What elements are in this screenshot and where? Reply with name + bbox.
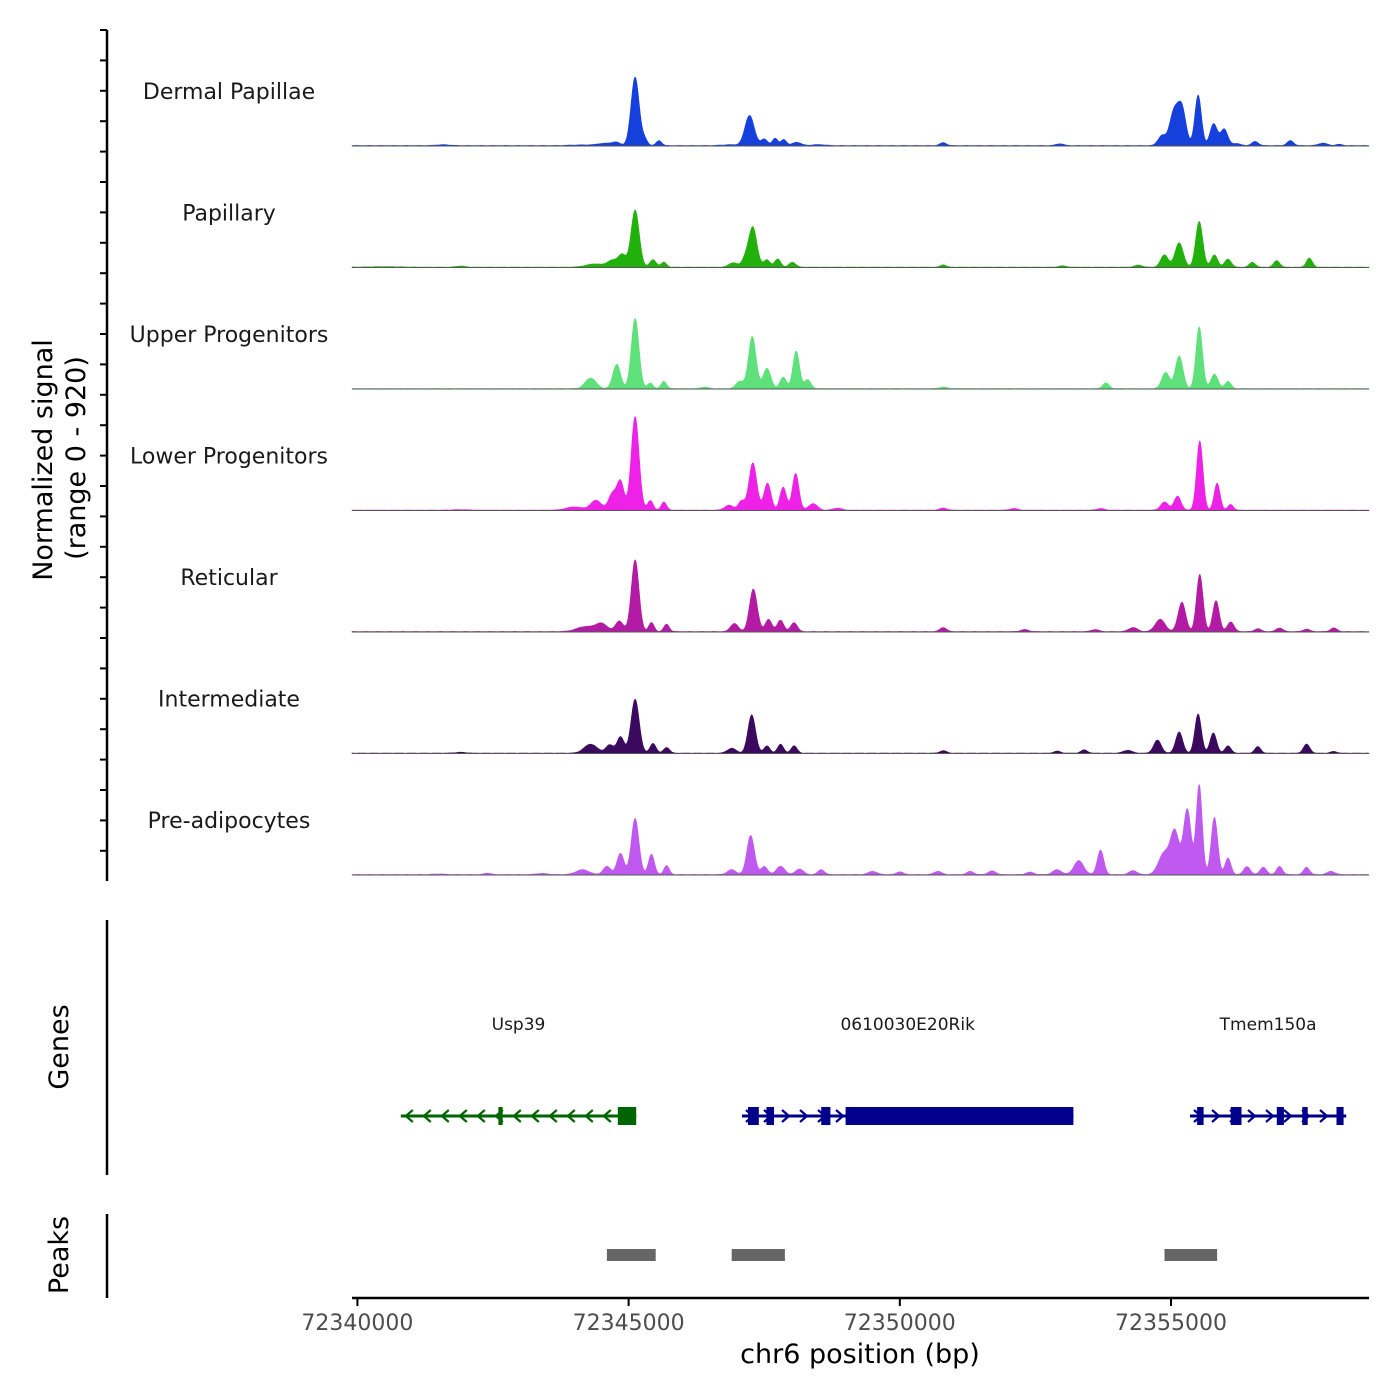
strand-arrow	[781, 1109, 791, 1123]
signal-area	[351, 317, 1370, 390]
gene-label: Tmem150a	[1219, 1015, 1317, 1035]
called-peak	[1164, 1249, 1218, 1261]
genes-track: Usp39 0610030E20Rik Tmem150a	[400, 1015, 1347, 1125]
gene-label: 0610030E20Rik	[840, 1015, 975, 1035]
track-label: Pre-adipocytes	[148, 809, 311, 834]
called-peak	[731, 1249, 785, 1261]
y-axis-title-line1: Normalized signal	[28, 339, 59, 581]
signal-area	[351, 209, 1370, 268]
track-label: Intermediate	[158, 688, 300, 713]
signal-area	[351, 784, 1370, 876]
track-dermal-papillae: Dermal Papillae	[143, 76, 1370, 147]
x-tick-label: 72340000	[301, 1311, 413, 1336]
strand-arrow	[458, 1109, 468, 1123]
exon-block	[821, 1107, 831, 1125]
strand-arrow	[1211, 1109, 1221, 1123]
strand-arrow	[476, 1109, 486, 1123]
exon-block	[1230, 1107, 1242, 1125]
peaks-track	[606, 1249, 1218, 1261]
exon-block	[498, 1107, 503, 1125]
strand-arrow	[799, 1109, 809, 1123]
strand-arrow	[1265, 1109, 1275, 1123]
track-papillary: Papillary	[182, 202, 1370, 268]
strand-arrow	[1319, 1109, 1329, 1123]
exon-block	[1276, 1107, 1284, 1125]
gene-label: Usp39	[492, 1015, 546, 1035]
strand-arrow	[566, 1109, 576, 1123]
exon-block	[1336, 1107, 1344, 1125]
track-label: Dermal Papillae	[143, 80, 315, 105]
signal-area	[351, 76, 1370, 147]
track-lower-progenitors: Lower Progenitors	[130, 416, 1370, 511]
strand-arrow	[1247, 1109, 1257, 1123]
track-intermediate: Intermediate	[158, 688, 1370, 754]
signal-area	[351, 416, 1370, 511]
track-label: Lower Progenitors	[130, 445, 328, 470]
exon-block	[1197, 1107, 1204, 1125]
x-tick-label: 72345000	[573, 1311, 685, 1336]
exon-block	[1302, 1107, 1308, 1125]
peaks-track-label: Peaks	[44, 1216, 75, 1294]
track-pre-adipocytes: Pre-adipocytes	[148, 784, 1370, 876]
track-upper-progenitors: Upper Progenitors	[130, 317, 1370, 390]
x-tick-label: 72350000	[844, 1311, 956, 1336]
signal-area	[351, 559, 1370, 633]
track-label: Upper Progenitors	[130, 323, 329, 348]
called-peak	[606, 1249, 656, 1261]
genes-track-label: Genes	[44, 1004, 75, 1089]
gene-tmem150a: Tmem150a	[1190, 1015, 1347, 1125]
x-tick-label: 72355000	[1115, 1311, 1227, 1336]
y-axis-title-line2: (range 0 - 920)	[61, 356, 92, 560]
strand-arrow	[422, 1109, 432, 1123]
exon-block	[845, 1107, 1074, 1125]
strand-arrow	[1283, 1109, 1293, 1123]
x-axis-title: chr6 position (bp)	[740, 1339, 980, 1370]
gene-usp39: Usp39	[400, 1015, 637, 1125]
strand-arrow	[584, 1109, 594, 1123]
track-reticular: Reticular	[180, 559, 1370, 633]
strand-arrow	[404, 1109, 414, 1123]
exon-block	[617, 1107, 637, 1125]
strand-arrow	[440, 1109, 450, 1123]
track-label: Reticular	[180, 566, 278, 591]
exon-block	[766, 1107, 774, 1125]
x-axis-ticks: 72340000 72345000 72350000 72355000	[301, 1298, 1227, 1336]
strand-arrow	[512, 1109, 522, 1123]
strand-arrow	[602, 1109, 612, 1123]
signal-area	[351, 698, 1370, 754]
strand-arrow	[530, 1109, 540, 1123]
track-label: Papillary	[182, 202, 276, 227]
signal-y-ticks	[100, 29, 107, 852]
exon-block	[748, 1107, 759, 1125]
signal-tracks: Dermal Papillae Papillary Upper Progenitor…	[130, 76, 1370, 876]
strand-arrow	[835, 1109, 845, 1123]
gene-0610030e20rik: 0610030E20Rik	[741, 1015, 1074, 1125]
strand-arrow	[548, 1109, 558, 1123]
